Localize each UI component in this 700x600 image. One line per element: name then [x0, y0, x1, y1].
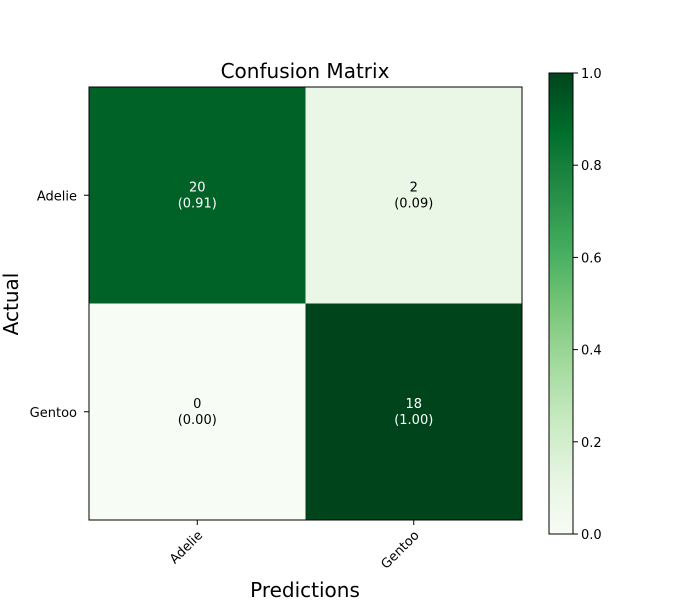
- cell-value-label: 20 (0.91): [178, 180, 217, 211]
- colorbar: [548, 72, 574, 535]
- colorbar-tick-label: 0.6: [581, 251, 602, 266]
- x-tick-label: Gentoo: [379, 528, 423, 572]
- colorbar-tick-label: 0.8: [581, 159, 602, 174]
- cell-value-label: 2 (0.09): [394, 180, 433, 211]
- heatmap-cell: [89, 303, 306, 520]
- colorbar-tick-label: 0.0: [581, 528, 602, 543]
- plot-frame: [88, 86, 523, 521]
- y-tick-label: Gentoo: [30, 406, 77, 421]
- heatmap-cells: [89, 87, 522, 520]
- y-axis-ticks: Adelie Gentoo: [30, 189, 89, 421]
- colorbar-ticks: 0.0 0.2 0.4 0.6 0.8 1.0: [573, 67, 602, 543]
- heatmap-cell-labels: 20 (0.91) 2 (0.09) 0 (0.00) 18 (1.00): [178, 180, 434, 428]
- heatmap-cell: [305, 87, 522, 304]
- colorbar-tick-label: 0.4: [581, 344, 602, 359]
- colorbar-tick-label: 0.2: [581, 436, 602, 451]
- heatmap-cell: [305, 303, 522, 520]
- x-tick-label: Adelie: [167, 528, 206, 567]
- cell-value-label: 0 (0.00): [178, 397, 217, 428]
- y-tick-label: Adelie: [37, 189, 77, 204]
- chart-title: Confusion Matrix: [221, 59, 390, 83]
- colorbar-tick-label: 1.0: [581, 67, 602, 82]
- x-axis-ticks: Adelie Gentoo: [167, 520, 423, 572]
- x-axis-label: Predictions: [250, 578, 360, 600]
- y-axis-label: Actual: [0, 273, 23, 336]
- cell-value-label: 18 (1.00): [394, 397, 433, 428]
- heatmap-cell: [89, 87, 306, 304]
